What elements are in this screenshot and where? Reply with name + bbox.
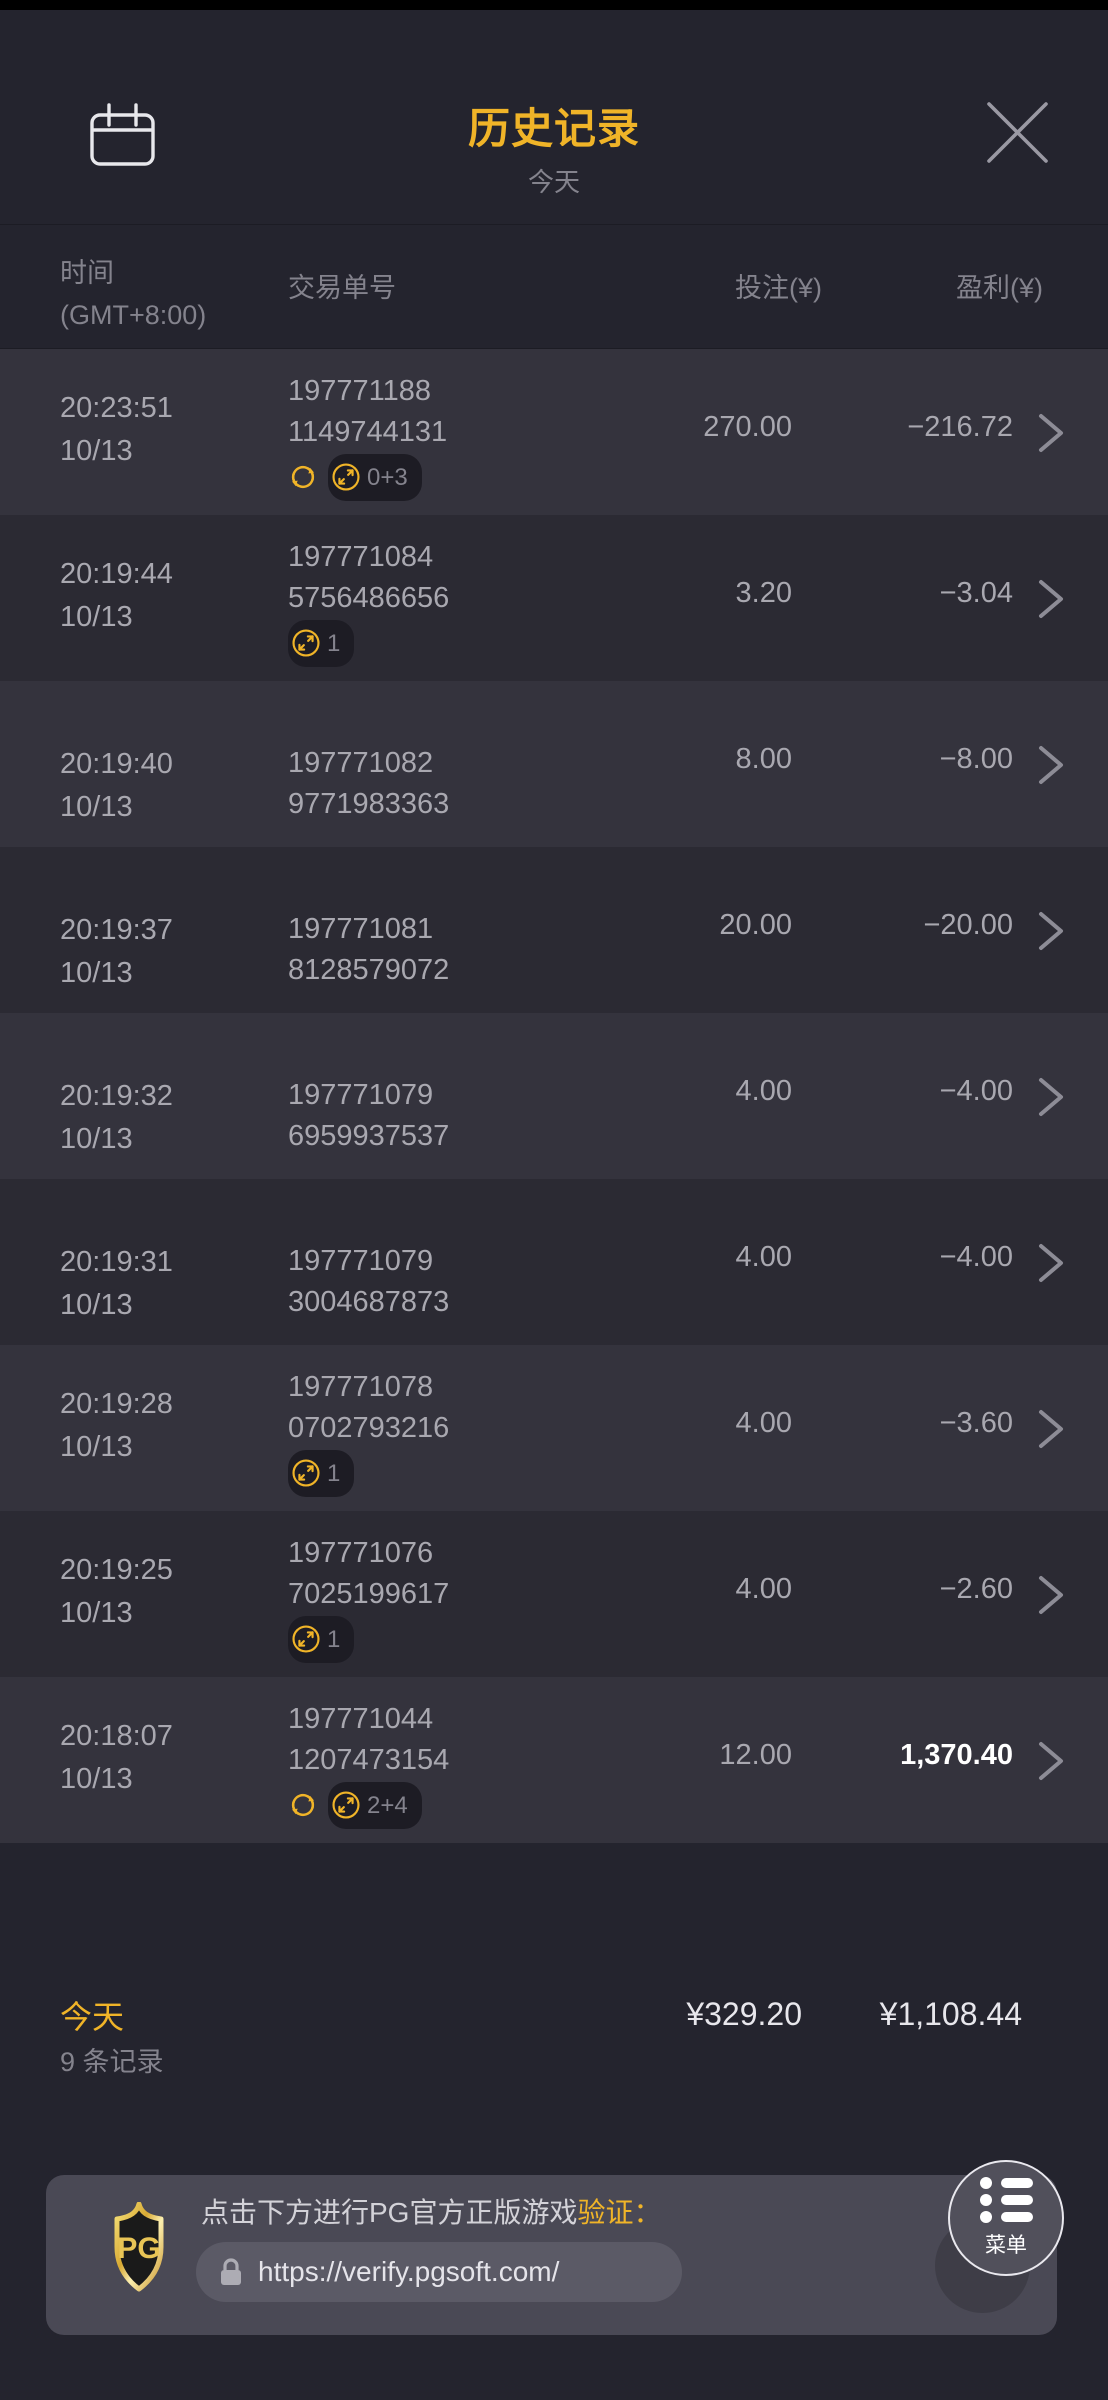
svg-text:PG: PG [117, 2232, 160, 2265]
